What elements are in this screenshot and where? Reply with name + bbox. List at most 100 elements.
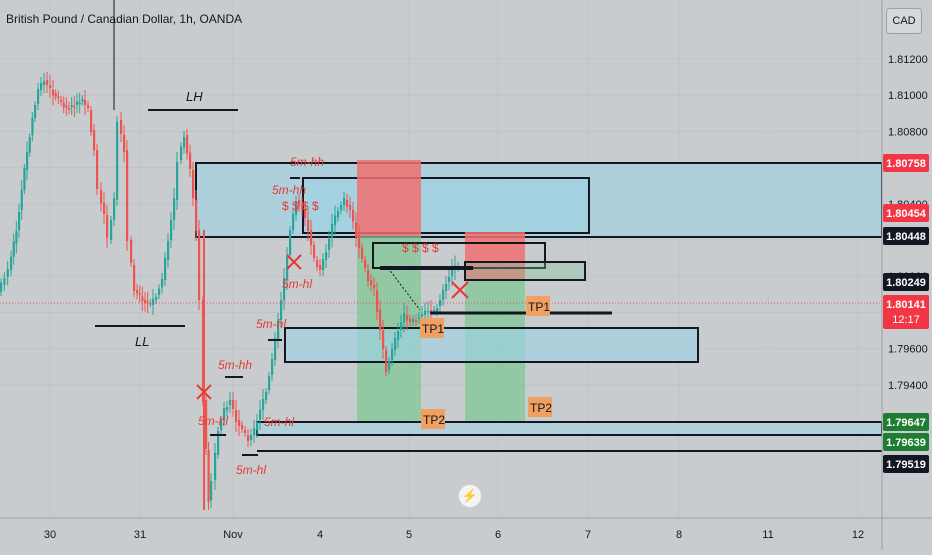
candle-body bbox=[403, 313, 406, 323]
candle-body bbox=[167, 241, 170, 260]
structure-label: 5m-hl bbox=[236, 463, 266, 477]
candle-body bbox=[18, 212, 21, 230]
candle-body bbox=[84, 100, 87, 105]
candle-body bbox=[427, 311, 430, 313]
move-dotted-line bbox=[387, 267, 421, 311]
candle-body bbox=[57, 96, 60, 99]
time-tick-label: 31 bbox=[134, 529, 146, 541]
stop-loss-zone-2 bbox=[465, 232, 525, 280]
tradingview-logo-icon[interactable]: ⚡ bbox=[458, 484, 482, 508]
candle-body bbox=[96, 150, 99, 189]
price-tag-label: 1.80448 bbox=[886, 231, 926, 243]
demand-zone-low bbox=[256, 421, 883, 436]
candle-body bbox=[361, 247, 364, 259]
candle-body bbox=[391, 349, 394, 360]
candle-body bbox=[110, 220, 113, 240]
candle-body bbox=[346, 200, 349, 207]
candle-body bbox=[304, 210, 307, 218]
candle-body bbox=[268, 376, 271, 390]
candle-body bbox=[436, 308, 439, 312]
candle-body bbox=[382, 330, 385, 349]
candle-body bbox=[113, 198, 116, 220]
candle-body bbox=[451, 269, 454, 276]
candle-body bbox=[73, 106, 76, 108]
candle-body bbox=[325, 252, 328, 260]
candle-body bbox=[158, 288, 161, 295]
candle-body bbox=[415, 320, 418, 322]
candle-body bbox=[280, 300, 283, 320]
candle-body bbox=[322, 259, 325, 270]
candle-body bbox=[328, 238, 331, 250]
candle-body bbox=[116, 122, 119, 200]
tp-label: TP1 bbox=[422, 322, 444, 336]
candle-body bbox=[232, 400, 235, 409]
price-tag bbox=[883, 154, 929, 172]
candle-body bbox=[334, 215, 337, 225]
candle-body bbox=[244, 430, 247, 433]
candle-body bbox=[126, 150, 129, 241]
price-tag-label: 1.79519 bbox=[886, 459, 926, 471]
structure-label: 5m-hl bbox=[282, 277, 312, 291]
candle-body bbox=[319, 265, 322, 270]
candle-body bbox=[421, 314, 424, 317]
candle-body bbox=[289, 230, 292, 255]
plot-background bbox=[0, 0, 882, 518]
candle-body bbox=[331, 224, 334, 238]
candle-body bbox=[138, 293, 141, 295]
candle-body bbox=[352, 210, 355, 222]
time-tick-label: 5 bbox=[406, 529, 412, 541]
candle-body bbox=[0, 282, 3, 292]
candle-body bbox=[265, 392, 268, 400]
candle-body bbox=[271, 359, 274, 375]
candle-body bbox=[65, 105, 68, 108]
candle-body bbox=[256, 422, 259, 430]
candle-body bbox=[144, 300, 147, 304]
candle-body bbox=[149, 303, 152, 305]
candle-body bbox=[448, 277, 451, 282]
candle-body bbox=[220, 420, 223, 430]
candle-body bbox=[379, 310, 382, 330]
candle-body bbox=[3, 278, 6, 285]
candle-body bbox=[68, 108, 71, 110]
time-tick-label: 12 bbox=[852, 529, 864, 541]
candle-body bbox=[170, 220, 173, 240]
candle-body bbox=[37, 89, 40, 104]
candle-body bbox=[223, 408, 226, 420]
price-tick-label: 1.81000 bbox=[888, 90, 928, 102]
candle-body bbox=[141, 296, 144, 301]
candle-body bbox=[292, 214, 295, 230]
candle-body bbox=[355, 222, 358, 237]
candle-body bbox=[301, 205, 304, 209]
drawn-lines bbox=[0, 109, 882, 456]
candle-body bbox=[406, 315, 409, 321]
grid bbox=[0, 0, 882, 518]
candle-body bbox=[253, 428, 256, 435]
invalidation-x-1 bbox=[196, 384, 212, 400]
candle-body bbox=[161, 279, 164, 288]
candle-body bbox=[412, 319, 415, 322]
candle-body bbox=[43, 81, 46, 85]
candle-body bbox=[439, 300, 442, 306]
currency-button[interactable]: CAD bbox=[886, 8, 922, 34]
price-tag-label: 1.80249 bbox=[886, 277, 926, 289]
candle-body bbox=[409, 318, 412, 322]
candle-body bbox=[90, 110, 93, 132]
stop-loss-zone-1 bbox=[357, 160, 421, 236]
price-tag-label: 1.80454 bbox=[886, 208, 927, 220]
time-tick-label: 8 bbox=[676, 529, 682, 541]
tp-box bbox=[420, 318, 444, 338]
candle-body bbox=[217, 431, 220, 455]
tp-box bbox=[528, 397, 552, 417]
candle-body bbox=[40, 83, 43, 90]
time-tick-label: 11 bbox=[762, 529, 773, 541]
candle-body bbox=[283, 278, 286, 300]
candle-body bbox=[93, 130, 96, 150]
candle-body bbox=[214, 453, 217, 480]
candle-body bbox=[173, 198, 176, 220]
structure-label: 5m-hl bbox=[198, 414, 228, 428]
candle-body bbox=[20, 190, 23, 210]
price-tag-label: 1.79639 bbox=[886, 437, 926, 449]
